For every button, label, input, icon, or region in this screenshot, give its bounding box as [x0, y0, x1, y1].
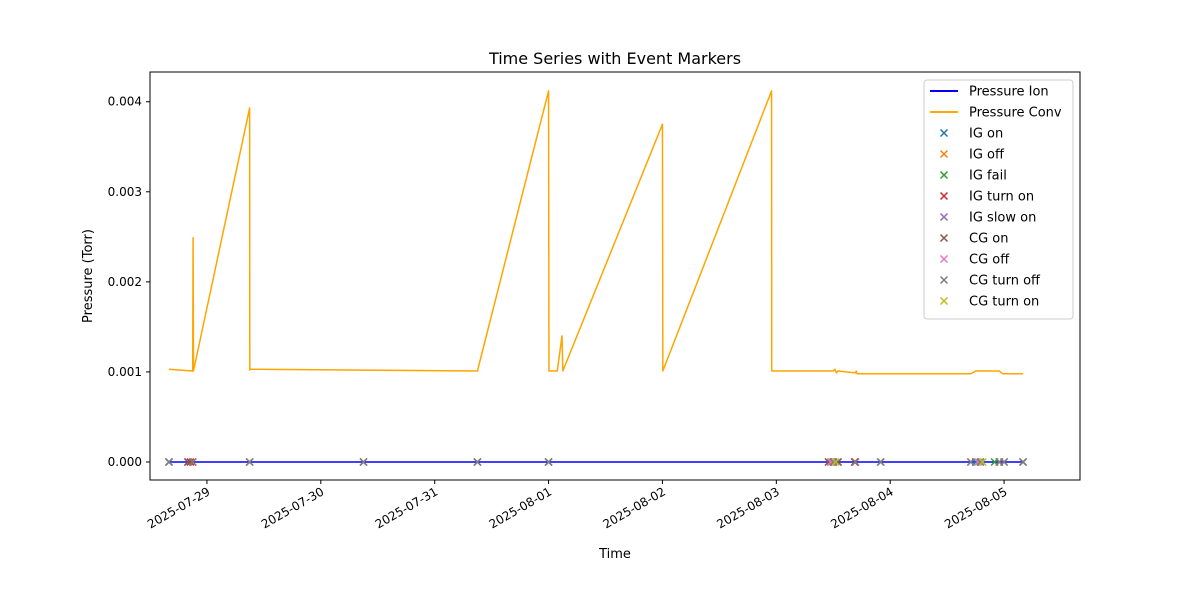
- plot-area: [164, 90, 1028, 467]
- x-tick-label: 2025-08-04: [828, 484, 895, 531]
- series-line-pressure-conv: [168, 90, 1024, 375]
- event-marker-cg-turn-on: [978, 457, 987, 467]
- x-tick-label: 2025-08-03: [714, 484, 781, 531]
- event-marker-cg-turn-off: [473, 457, 482, 467]
- event-marker-cg-turn-off: [829, 457, 838, 467]
- event-marker-cg-turn-off: [1000, 457, 1009, 467]
- event-marker-cg-turn-off: [1019, 457, 1028, 467]
- chart-title: Time Series with Event Markers: [488, 49, 741, 68]
- event-marker-cg-turn-off: [164, 457, 174, 467]
- legend-label: CG off: [969, 253, 1010, 268]
- x-tick-label: 2025-08-02: [601, 484, 668, 531]
- legend-swatch-marker: [939, 149, 949, 159]
- event-marker-cg-turn-off: [851, 457, 860, 467]
- plot-frame: [149, 71, 1081, 481]
- y-axis-label: Pressure (Torr): [81, 229, 96, 323]
- legend-label: IG slow on: [969, 211, 1036, 226]
- event-marker-cg-turn-off: [966, 457, 975, 467]
- legend-box: [923, 79, 1074, 320]
- legend-label: IG fail: [969, 169, 1007, 184]
- legend: Pressure Ion Pressure Conv IG on IG off IG f…: [923, 79, 1074, 320]
- event-marker-cg-turn-off: [544, 457, 553, 467]
- legend-label: Pressure Ion: [969, 85, 1049, 100]
- y-tick-label: 0.001: [108, 365, 142, 379]
- legend-swatch-marker: [939, 170, 949, 180]
- event-marker-cg-turn-off: [359, 457, 368, 467]
- event-marker-cg-turn-on: [831, 457, 840, 467]
- y-tick-label: 0.000: [108, 455, 142, 469]
- event-marker-cg-turn-off: [976, 457, 985, 467]
- legend-swatch-marker: [939, 233, 949, 243]
- legend-label: Pressure Conv: [969, 106, 1062, 121]
- legend-label: IG turn on: [969, 190, 1034, 205]
- legend-swatch-marker: [939, 212, 949, 222]
- x-tick-label: 2025-07-31: [373, 484, 440, 531]
- x-axis: 2025-07-29 2025-07-30 2025-07-31 2025-08-01…: [145, 480, 1010, 531]
- x-tick-label: 2025-07-30: [259, 484, 326, 531]
- y-tick-label: 0.004: [108, 95, 142, 109]
- y-tick-label: 0.002: [108, 275, 142, 289]
- legend-label: CG turn off: [969, 274, 1041, 289]
- event-marker-ig-turn-on: [186, 457, 195, 467]
- event-marker-cg-turn-off: [245, 457, 254, 467]
- y-axis: 0.000 0.001 0.002 0.003 0.004: [108, 95, 150, 469]
- x-tick-label: 2025-08-05: [942, 484, 1009, 531]
- x-tick-label: 2025-08-01: [487, 484, 554, 531]
- y-tick-label: 0.003: [108, 185, 142, 199]
- legend-swatch-marker: [939, 254, 949, 264]
- legend-swatch-marker: [939, 191, 949, 201]
- legend-label: CG on: [969, 232, 1008, 247]
- legend-swatch-marker: [939, 128, 949, 138]
- event-marker-cg-turn-off: [876, 457, 885, 467]
- legend-swatch-marker: [939, 275, 949, 285]
- legend-swatch-marker: [939, 296, 949, 306]
- plot-clip-group: [164, 90, 1028, 467]
- x-tick-label: 2025-07-29: [145, 484, 212, 531]
- x-axis-label: Time: [598, 547, 631, 562]
- legend-label: IG off: [969, 148, 1005, 163]
- legend-label: IG on: [969, 127, 1003, 142]
- event-marker-cg-turn-off: [188, 457, 197, 467]
- legend-label: CG turn on: [969, 295, 1039, 310]
